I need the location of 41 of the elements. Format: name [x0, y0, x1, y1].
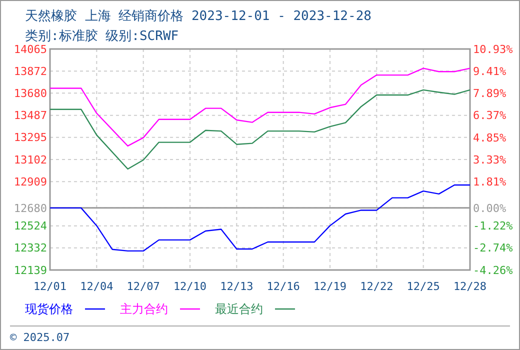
y-tick-label: 12332: [14, 242, 47, 255]
x-tick-label: 12/13: [220, 280, 254, 293]
y-tick-label: 12680: [14, 202, 47, 215]
legend-label: 最近合约: [215, 302, 263, 316]
x-tick-label: 12/28: [453, 280, 487, 293]
text: © 2025.07: [10, 331, 70, 344]
y2-tick-label: 6.37%: [473, 109, 506, 122]
line-series: [49, 89, 471, 170]
y2-tick-label: -1.22%: [473, 220, 514, 233]
y-tick-label: 12909: [14, 175, 47, 188]
x-tick-label: 12/25: [406, 280, 440, 293]
chart-subtitle: 类别:标准胶 级别:SCRWF: [25, 29, 179, 44]
line-series: [49, 184, 471, 252]
legend-label: 主力合约: [120, 302, 168, 316]
y2-tick-label: 4.85%: [473, 131, 506, 144]
x-tick-label: 12/04: [80, 280, 114, 293]
y2-tick-label: 7.89%: [473, 87, 506, 100]
y-tick-label: 13872: [14, 64, 47, 78]
line-series: [49, 68, 471, 147]
x-tick-label: 12/07: [126, 280, 160, 293]
x-tick-label: 12/10: [173, 280, 207, 293]
x-tick-label: 12/22: [360, 280, 394, 293]
y2-tick-label: 1.81%: [473, 176, 506, 189]
legend-label: 现货价格: [25, 302, 73, 316]
y2-tick-label: 10.93%: [473, 42, 514, 56]
y-tick-label: 12524: [14, 220, 48, 233]
chart-title: 天然橡胶 上海 经销商价格 2023-12-01 - 2023-12-28: [25, 9, 372, 24]
y-tick-label: 13680: [14, 87, 47, 100]
y2-tick-label: 0.00%: [473, 202, 506, 215]
y-tick-label: 12139: [14, 264, 47, 277]
x-tick-label: 12/19: [313, 280, 347, 293]
y2-tick-label: 3.33%: [473, 153, 506, 166]
y2-tick-label: -2.74%: [473, 242, 514, 255]
y-tick-label: 14065: [14, 42, 47, 56]
x-tick-label: 12/01: [33, 280, 67, 293]
y-tick-label: 13102: [14, 153, 47, 166]
y2-tick-label: 9.41%: [473, 64, 506, 78]
y-tick-label: 13487: [14, 109, 47, 122]
y-tick-label: 13295: [14, 131, 47, 144]
x-tick-label: 12/16: [266, 280, 300, 293]
y2-tick-label: -4.26%: [473, 264, 514, 277]
